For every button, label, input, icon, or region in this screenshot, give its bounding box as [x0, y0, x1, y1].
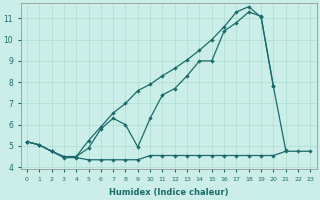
X-axis label: Humidex (Indice chaleur): Humidex (Indice chaleur)	[109, 188, 228, 197]
